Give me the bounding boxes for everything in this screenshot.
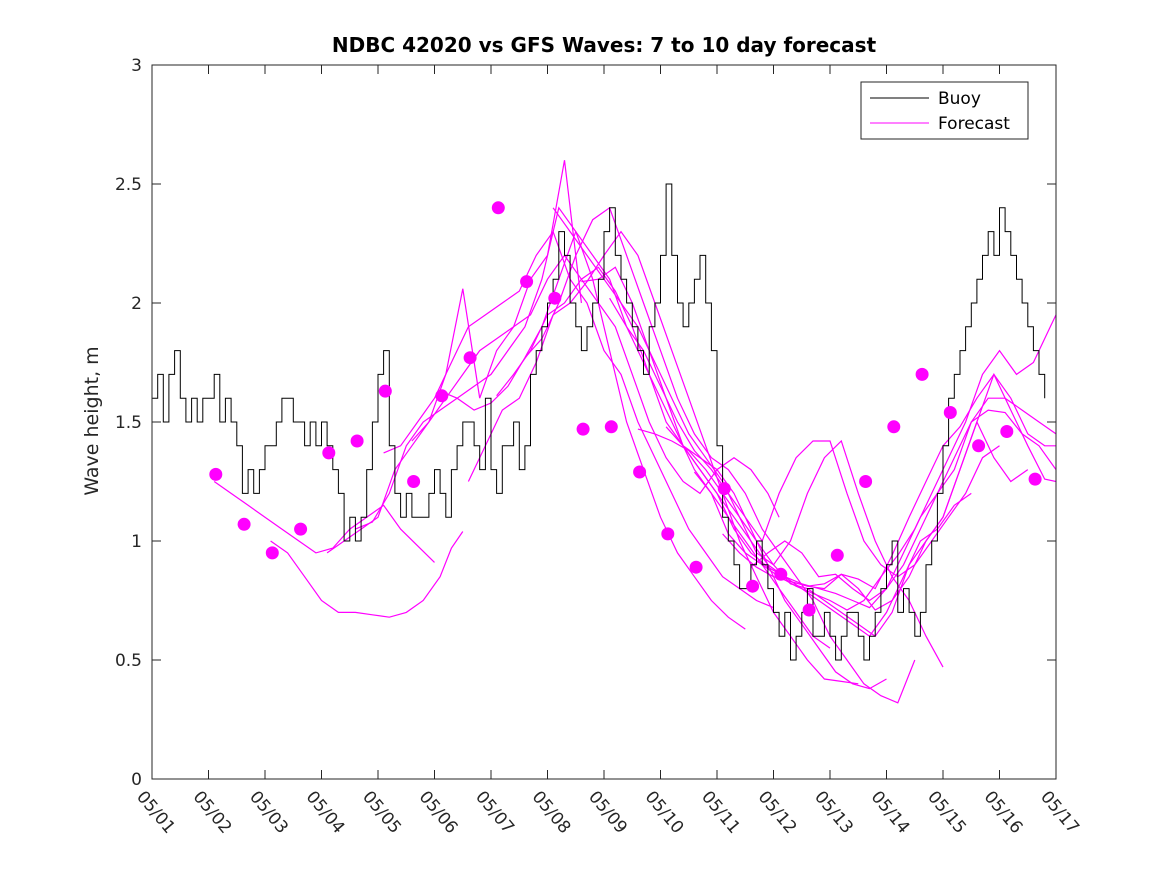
y-tick-label: 1.5 (115, 413, 142, 433)
forecast-point (717, 482, 731, 496)
y-tick-label: 0 (131, 770, 142, 790)
forecast-point (491, 201, 505, 215)
forecast-line-9 (524, 206, 916, 704)
forecast-point (378, 384, 392, 398)
forecast-line-14 (665, 397, 1056, 609)
forecast-point (265, 546, 279, 560)
forecast-point (435, 389, 449, 403)
forecast-line-0 (213, 481, 435, 563)
forecast-line-4 (383, 230, 774, 609)
forecast-point (859, 475, 873, 488)
forecast-point (322, 446, 336, 460)
legend-box (860, 81, 1029, 140)
forecast-point (689, 560, 703, 574)
chart-title: NDBC 42020 vs GFS Waves: 7 to 10 day for… (332, 33, 877, 57)
forecast-line-8 (496, 266, 887, 690)
forecast-point (463, 351, 477, 365)
forecast-point (661, 527, 675, 541)
y-tick-label: 1 (131, 532, 142, 552)
legend-buoy-label: Buoy (938, 89, 981, 109)
forecast-point (294, 522, 308, 536)
forecast-point (830, 548, 844, 562)
y-axis-label: Wave height, m (81, 346, 103, 495)
legend-forecast-label: Forecast (938, 114, 1010, 134)
legend: Buoy Forecast (860, 81, 1029, 140)
forecast-point (520, 275, 534, 289)
forecast-line-1 (270, 531, 464, 618)
forecast-point (972, 439, 986, 453)
forecast-point (237, 517, 251, 531)
forecast-point (802, 603, 816, 617)
y-tick-label: 3 (131, 56, 142, 76)
forecast-point (1028, 472, 1042, 486)
y-tick-label: 0.5 (115, 651, 142, 671)
forecast-line-12 (609, 297, 1000, 578)
forecast-point (943, 406, 957, 419)
forecast-point (746, 579, 760, 593)
forecast-point (548, 291, 562, 305)
forecast-point (604, 420, 618, 434)
forecast-point (887, 420, 901, 434)
forecast-point (407, 475, 421, 488)
forecast-line-7 (467, 230, 859, 685)
y-tick-label: 2.5 (115, 175, 142, 195)
forecast-point (915, 367, 929, 381)
forecast-line-17 (750, 409, 1056, 602)
forecast-point (576, 422, 590, 436)
forecast-line-10 (552, 207, 944, 668)
buoy-line (152, 183, 1046, 661)
forecast-line-18 (807, 372, 1056, 611)
forecast-line-3 (355, 206, 746, 630)
y-tick-label: 2 (131, 294, 142, 314)
forecast-point (350, 434, 364, 448)
forecast-line-6 (439, 230, 831, 649)
forecast-point (1000, 425, 1014, 438)
series-group (152, 160, 1056, 704)
forecast-point (774, 567, 788, 581)
forecast-point (209, 467, 223, 481)
forecast-point (633, 465, 647, 479)
